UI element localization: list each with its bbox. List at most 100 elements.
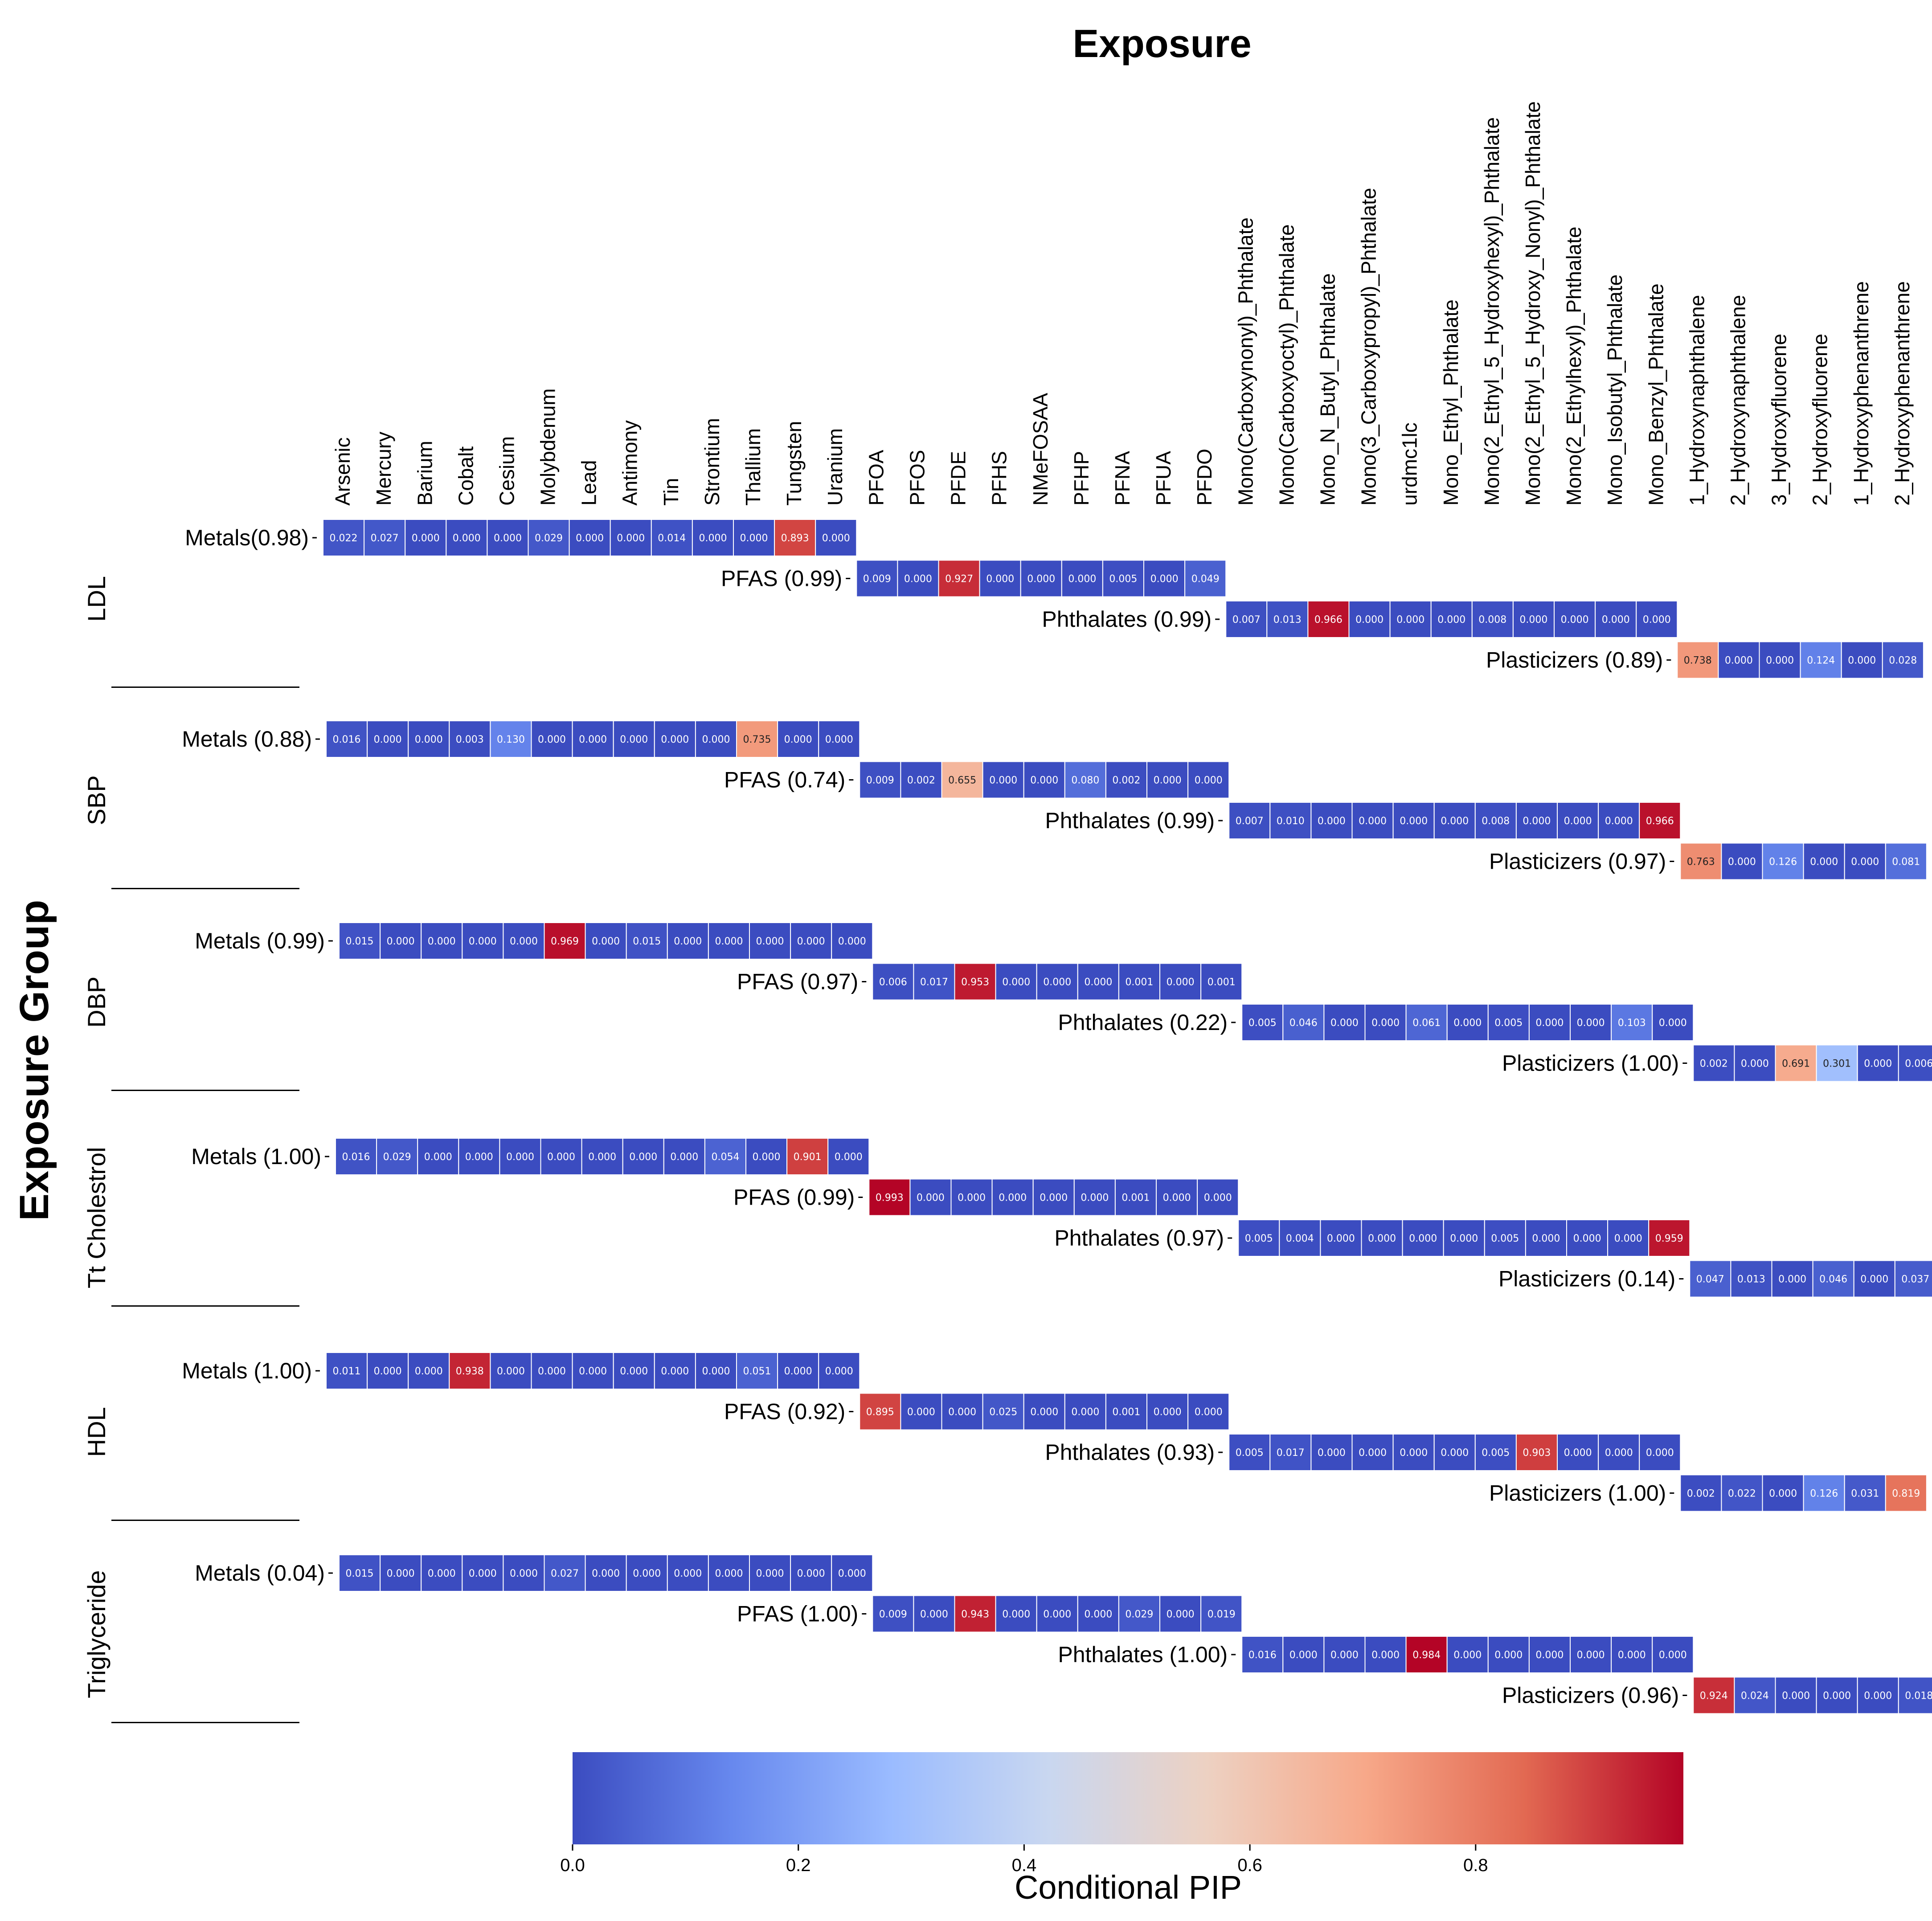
cell-value-label: 0.924 — [1700, 1691, 1728, 1702]
column-label: Barium — [413, 441, 436, 506]
heatmap-cell — [1228, 1434, 1271, 1471]
heatmap-cell — [1812, 1260, 1854, 1298]
cell-value-label: 0.000 — [1453, 1018, 1482, 1029]
cell-value-label: 0.895 — [866, 1407, 894, 1418]
cell-value-label: 0.000 — [1823, 1691, 1851, 1702]
heatmap-cell — [1730, 1260, 1772, 1298]
heatmap-cell — [1310, 802, 1353, 839]
cell-value-label: 0.000 — [547, 1152, 575, 1163]
cell-value-label: 0.000 — [1782, 1691, 1810, 1702]
cell-value-label: 0.000 — [1441, 1447, 1469, 1459]
heatmap-cell — [1841, 641, 1883, 679]
row-label: Metals (0.99) — [195, 928, 325, 953]
colorbar-tick-label: 0.4 — [1012, 1856, 1037, 1875]
cell-value-label: 0.000 — [1154, 1407, 1182, 1418]
heatmap-cell — [581, 1138, 623, 1175]
cell-value-label: 0.000 — [1084, 1609, 1112, 1620]
cell-value-label: 0.000 — [907, 1407, 935, 1418]
heatmap-cell — [900, 761, 942, 799]
cell-value-label: 0.984 — [1412, 1650, 1441, 1661]
heatmap-cell — [1816, 1044, 1858, 1082]
column-label: Lead — [577, 460, 601, 506]
cell-value-label: 0.819 — [1892, 1488, 1920, 1500]
cell-value-label: 0.000 — [576, 533, 604, 544]
cell-value-label: 0.006 — [879, 977, 907, 988]
heatmap-cell — [1036, 963, 1078, 1001]
cell-value-label: 0.000 — [1368, 1233, 1396, 1244]
column-label: Cesium — [495, 436, 519, 506]
cell-value-label: 0.000 — [715, 1568, 743, 1579]
heatmap-cell — [335, 1138, 377, 1175]
column-label: Mono(3_Carboxypropyl)_Phthalate — [1357, 188, 1380, 506]
cell-value-label: 0.000 — [1810, 857, 1838, 868]
heatmap-cell — [1816, 1676, 1858, 1714]
cell-value-label: 0.000 — [1725, 655, 1753, 666]
cell-value-label: 0.000 — [920, 1609, 948, 1620]
heatmap-cell — [613, 720, 655, 758]
cell-value-label: 0.000 — [1396, 614, 1424, 625]
cell-value-label: 0.029 — [1125, 1609, 1153, 1620]
column-label: PFUA — [1152, 451, 1175, 506]
heatmap-cell — [1184, 560, 1227, 597]
cell-value-label: 0.000 — [1030, 1407, 1058, 1418]
cell-value-label: 0.000 — [1605, 1447, 1633, 1459]
row-label: PFAS (0.99) — [733, 1185, 855, 1210]
heatmap-cell — [1598, 802, 1640, 839]
cell-value-label: 0.000 — [453, 533, 481, 544]
cell-value-label: 0.000 — [579, 734, 607, 745]
cell-value-label: 0.000 — [822, 533, 850, 544]
heatmap-cell — [1323, 1636, 1366, 1673]
cell-value-label: 0.000 — [1071, 1407, 1099, 1418]
heatmap-cell — [1032, 1178, 1075, 1216]
column-label: Strontium — [700, 418, 724, 506]
cell-value-label: 0.763 — [1687, 857, 1715, 868]
cell-value-label: 0.005 — [1482, 1447, 1510, 1459]
cell-value-label: 0.000 — [670, 1152, 698, 1163]
cell-value-label: 0.016 — [333, 734, 361, 745]
cell-value-label: 0.000 — [497, 1366, 525, 1377]
cell-value-label: 0.000 — [1573, 1233, 1601, 1244]
cell-value-label: 0.927 — [945, 574, 973, 585]
heatmap-cell — [1402, 1219, 1444, 1257]
column-label: 3_Hydroxyfluorene — [1768, 334, 1791, 506]
cell-value-label: 0.000 — [999, 1193, 1027, 1204]
row-label: Plasticizers (0.96) — [1502, 1683, 1679, 1708]
cell-value-label: 0.000 — [1848, 655, 1876, 666]
heatmap-cell — [1484, 1219, 1526, 1257]
cell-value-label: 0.103 — [1618, 1018, 1646, 1029]
heatmap-cell — [991, 1178, 1034, 1216]
heatmap-cell — [1061, 560, 1103, 597]
heatmap-cell — [1241, 1636, 1284, 1673]
cell-value-label: 0.000 — [1741, 1059, 1769, 1070]
heatmap-cell — [1279, 1219, 1321, 1257]
cell-value-label: 0.000 — [1860, 1274, 1888, 1285]
outcome-label: SBP — [82, 775, 111, 825]
cell-value-label: 0.000 — [1766, 655, 1794, 666]
heatmap-cell — [1307, 601, 1350, 638]
column-label: PFHP — [1070, 451, 1093, 506]
cell-value-label: 0.019 — [1208, 1609, 1236, 1620]
row-label: Phthalates (1.00) — [1058, 1642, 1228, 1667]
colorbar-tick-label: 0.0 — [560, 1856, 585, 1875]
heatmap-cell — [695, 1352, 737, 1390]
heatmap-cell — [458, 1138, 500, 1175]
cell-value-label: 0.000 — [1400, 816, 1428, 827]
cell-value-label: 0.000 — [986, 574, 1014, 585]
row-label: Metals (1.00) — [182, 1358, 312, 1383]
cell-value-label: 0.051 — [743, 1366, 771, 1377]
column-label: Cobalt — [454, 446, 477, 506]
heatmap-cell — [745, 1138, 788, 1175]
heatmap-cell — [982, 1393, 1024, 1431]
cell-value-label: 0.966 — [1314, 614, 1343, 625]
cell-value-label: 0.000 — [588, 1152, 616, 1163]
heatmap-cell — [827, 1138, 870, 1175]
cell-value-label: 0.000 — [1659, 1018, 1687, 1029]
colorbar-tick-label: 0.2 — [786, 1856, 811, 1875]
cell-value-label: 0.000 — [1400, 1447, 1428, 1459]
heatmap-cell — [954, 963, 996, 1001]
heatmap-cell — [868, 1178, 911, 1216]
row-label: PFAS (0.97) — [737, 969, 858, 994]
cell-value-label: 0.009 — [863, 574, 891, 585]
column-label: PFNA — [1111, 451, 1134, 506]
cell-value-label: 0.000 — [506, 1152, 534, 1163]
